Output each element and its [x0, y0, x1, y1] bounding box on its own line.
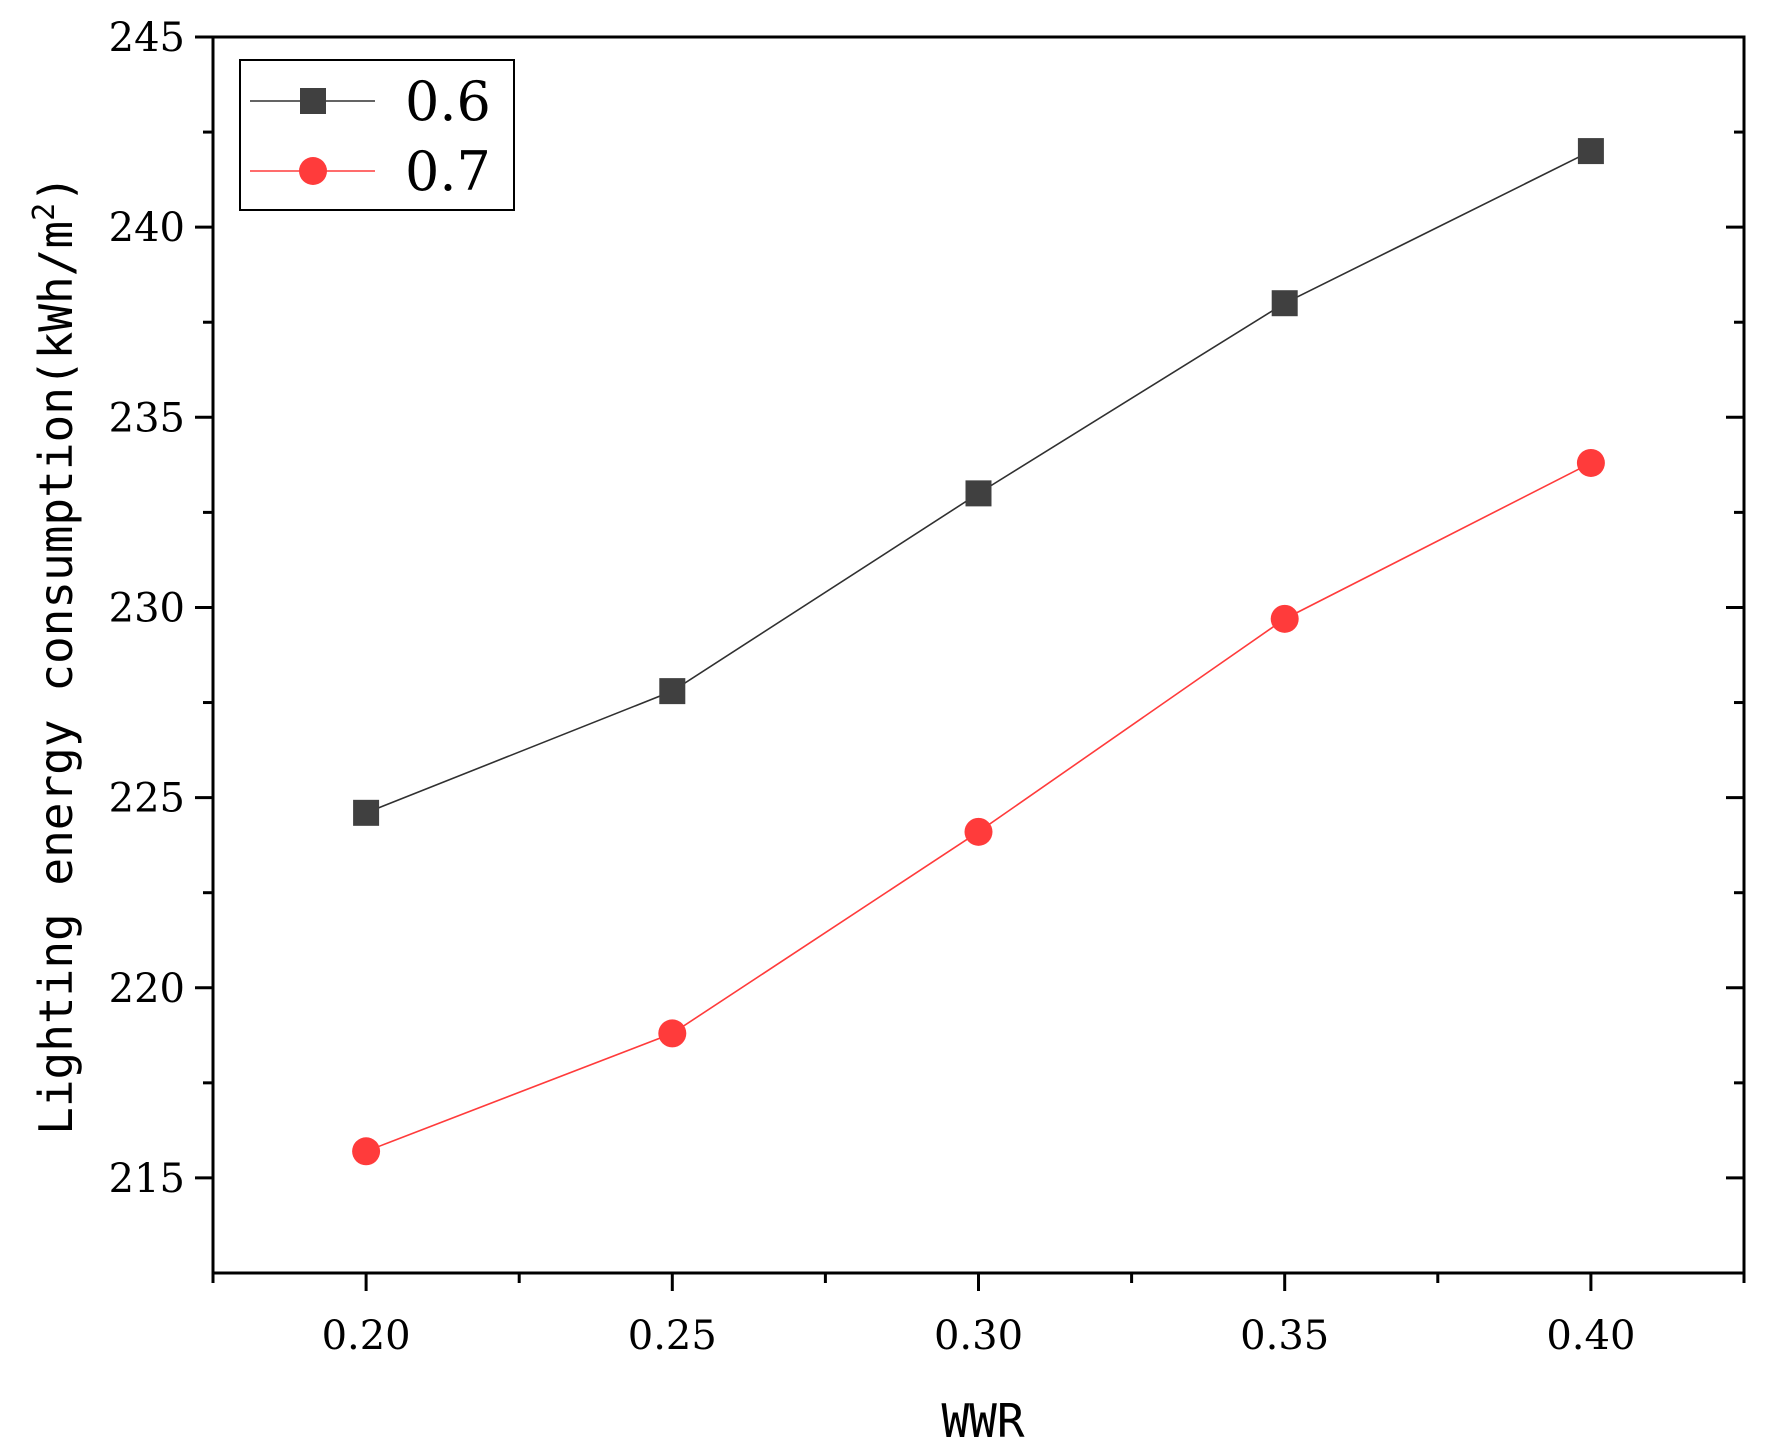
data-point — [965, 480, 992, 507]
series-0 — [353, 138, 1604, 826]
x-tick-label: 0.25 — [628, 1313, 717, 1359]
data-point — [658, 1019, 687, 1048]
legend-label: 0.6 — [405, 70, 491, 133]
y-axis-title: Lighting energy consumption(kWh/m2) — [27, 175, 83, 1135]
x-tick-label: 0.35 — [1240, 1313, 1329, 1359]
x-tick-label: 0.30 — [934, 1313, 1023, 1359]
y-tick-label: 235 — [109, 395, 185, 441]
y-axis-title-close: ) — [29, 175, 83, 203]
series-layer — [352, 138, 1605, 1166]
data-point — [1271, 290, 1298, 317]
data-point — [352, 1137, 381, 1166]
y-tick-label: 225 — [109, 776, 185, 822]
axis-ticks: 215 220 225 230 235 240 245 0.20 0.25 0.30 0.35 0.4… — [109, 15, 1746, 1359]
y-axis-title-main: Lighting energy consumption(kWh/m — [29, 221, 83, 1135]
y-tick-label: 215 — [109, 1156, 185, 1202]
y-tick-label: 245 — [109, 15, 185, 61]
y-tick-label: 240 — [109, 205, 185, 251]
y-tick-label: 220 — [109, 966, 185, 1012]
data-point — [659, 678, 686, 705]
y-tick-label: 230 — [109, 585, 185, 631]
legend-marker-circle — [299, 157, 327, 185]
data-point — [353, 799, 380, 826]
data-point — [1270, 604, 1299, 633]
y-axis-title-superscript: 2 — [27, 203, 62, 221]
data-point — [1576, 448, 1605, 477]
legend-box — [239, 59, 515, 211]
legend: 0.60.7 — [239, 59, 515, 211]
data-point — [1577, 138, 1604, 165]
plot-area — [211, 35, 1746, 1275]
x-axis-title: WWR — [941, 1394, 1024, 1448]
x-tick-label: 0.40 — [1546, 1313, 1635, 1359]
series-1 — [352, 448, 1605, 1166]
x-tick-label: 0.20 — [322, 1313, 411, 1359]
legend-marker-square — [300, 88, 326, 114]
data-point — [964, 817, 993, 846]
legend-label: 0.7 — [405, 140, 491, 203]
